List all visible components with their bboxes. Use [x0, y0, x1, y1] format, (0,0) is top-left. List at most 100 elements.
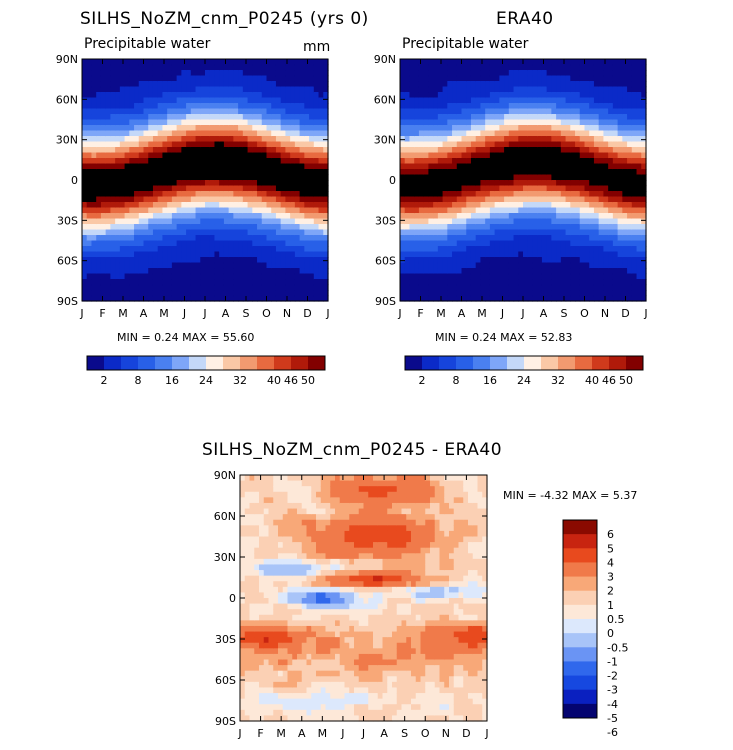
panel1-field-cell	[148, 136, 154, 143]
panel2-colorbar-swatch	[626, 356, 644, 370]
panel2-field-cell	[641, 70, 647, 77]
panel1-field-cell	[176, 268, 182, 275]
panel1-field-cell	[200, 147, 206, 154]
panel3-field-cell	[263, 642, 270, 649]
panel1-field-cell	[96, 169, 102, 176]
panel1-field-cell	[280, 119, 287, 126]
panel2-field-cell	[556, 163, 562, 170]
panel2-field-cell	[480, 196, 486, 203]
panel2-field-cell	[470, 229, 477, 236]
panel2-field-cell	[556, 108, 562, 115]
panel2-field-cell	[608, 257, 614, 264]
panel2-field-cell	[513, 196, 519, 203]
panel2-field-cell	[447, 257, 453, 264]
panel3-field-cell	[263, 620, 270, 627]
panel2-field-cell	[400, 191, 406, 198]
panel3-field-cell	[263, 508, 270, 515]
panel2-field-cell	[593, 207, 600, 214]
panel1-field-cell	[190, 70, 197, 77]
panel1-field-cell	[110, 163, 116, 170]
panel2-field-cell	[480, 141, 486, 148]
panel2-field-cell	[546, 224, 552, 231]
panel2-field-cell	[532, 108, 538, 115]
panel1-field-cell	[152, 295, 159, 302]
panel3-field-cell	[244, 704, 251, 711]
panel2-field-cell	[541, 114, 548, 121]
panel1-field-cell	[257, 119, 263, 126]
panel1-field-cell	[200, 125, 206, 132]
panel2-field-cell	[593, 119, 600, 126]
panel2-field-cell	[527, 114, 534, 121]
panel1-field-cell	[157, 158, 164, 165]
panel1-field-cell	[167, 114, 173, 121]
panel2-field-cell	[641, 136, 647, 143]
panel2-field-cell	[494, 81, 500, 88]
panel2-field-cell	[480, 81, 486, 88]
panel2-field-cell	[641, 141, 647, 148]
panel3-field-cell	[249, 581, 255, 588]
panel2-field-cell	[466, 196, 472, 203]
panel1-field-cell	[115, 262, 121, 269]
panel2-field-cell	[575, 185, 581, 192]
panel2-field-cell	[612, 224, 619, 231]
panel2-field-cell	[532, 196, 538, 203]
panel2-field-cell	[433, 70, 439, 77]
panel2-field-cell	[641, 207, 647, 214]
panel1-field-cell	[219, 119, 225, 126]
panel2-field-cell	[480, 86, 486, 93]
panel1-field-cell	[148, 152, 154, 159]
panel1-field-cell	[252, 290, 258, 297]
panel1-field-cell	[110, 284, 116, 291]
panel2-field-cell	[480, 180, 486, 187]
panel2-field-cell	[560, 86, 567, 93]
panel1-field-cell	[294, 59, 301, 66]
panel2-field-cell	[499, 103, 505, 110]
panel1-field-cell	[190, 290, 197, 297]
panel2-field-cell	[518, 103, 524, 110]
panel2-field-cell	[560, 174, 567, 181]
panel1-field-cell	[223, 251, 230, 258]
panel2-field-cell	[414, 284, 420, 291]
panel1-field-cell	[105, 196, 111, 203]
panel1-field-cell	[280, 273, 287, 280]
panel2-field-cell	[409, 207, 415, 214]
panel2-field-cell	[608, 158, 614, 165]
panel2-field-cell	[485, 174, 491, 181]
panel1-field-cell	[176, 86, 182, 93]
panel2-field-cell	[409, 284, 415, 291]
panel1-field-cell	[238, 229, 244, 236]
panel2-field-cell	[631, 180, 638, 187]
panel1-field-cell	[119, 273, 126, 280]
panel2-field-cell	[575, 158, 581, 165]
panel1-field-cell	[190, 81, 197, 88]
panel1-field-cell	[96, 246, 102, 253]
panel2-field-cell	[428, 213, 434, 220]
panel2-field-cell	[447, 196, 453, 203]
panel1-field-cell	[271, 229, 277, 236]
panel1-field-cell	[318, 279, 324, 286]
panel1-field-cell	[119, 240, 126, 247]
panel1-field-cell	[152, 152, 159, 159]
panel2-field-cell	[452, 130, 458, 137]
panel3-field-cell	[259, 564, 265, 571]
panel1-field-cell	[115, 196, 121, 203]
panel2-field-cell	[560, 191, 567, 198]
panel1-field-cell	[209, 202, 216, 209]
panel2-field-cell	[489, 284, 496, 291]
panel1-xtick-label: O	[262, 307, 271, 320]
panel1-field-cell	[252, 75, 258, 82]
panel2-field-cell	[437, 273, 444, 280]
panel2-field-cell	[456, 207, 463, 214]
panel2-field-cell	[627, 75, 633, 82]
panel2-field-cell	[442, 125, 448, 132]
panel1-field-cell	[223, 235, 230, 242]
panel2-field-cell	[504, 136, 510, 143]
panel1-field-cell	[129, 92, 135, 99]
panel1-field-cell	[309, 59, 315, 66]
panel2-field-cell	[423, 152, 429, 159]
panel2-field-cell	[447, 103, 453, 110]
panel3-field-cell	[249, 536, 255, 543]
panel3-field-cell	[249, 609, 255, 616]
panel2-xtick-label: J	[520, 307, 524, 320]
